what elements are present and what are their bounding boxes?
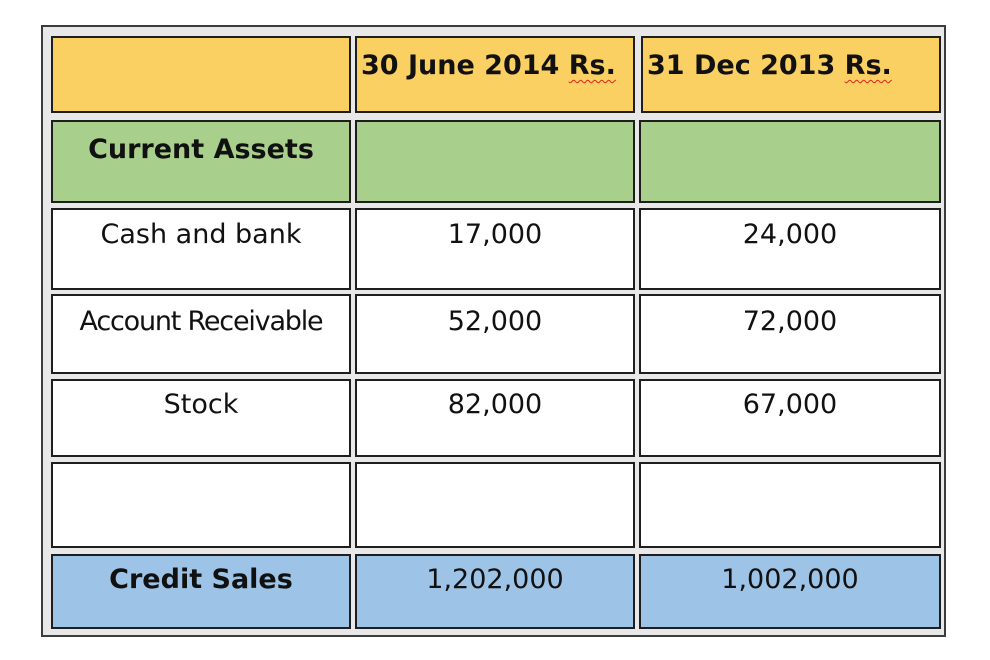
table-row-jun2014-cell: 17,000 bbox=[355, 208, 635, 290]
total-label: Credit Sales bbox=[109, 564, 293, 595]
header-dec2013-label: 31 Dec 2013 Rs. bbox=[647, 52, 939, 79]
total-dec2013-cell: 1,002,000 bbox=[639, 554, 941, 629]
total-jun2014-value: 1,202,000 bbox=[426, 564, 564, 595]
section-label: Current Assets bbox=[88, 134, 314, 165]
header-dec2013-cell: 31 Dec 2013 Rs. bbox=[641, 36, 941, 113]
row-dec2013-value: 24,000 bbox=[742, 219, 838, 250]
row-label: Account Receivable bbox=[79, 306, 324, 337]
financial-table: 30 June 2014 Rs. 31 Dec 2013 Rs. Current… bbox=[41, 25, 946, 637]
table-row-dec2013-cell bbox=[639, 462, 941, 548]
table-row-label-cell: Cash and bank bbox=[51, 208, 351, 290]
section-dec2013-cell bbox=[639, 120, 941, 203]
table-row-jun2014-cell bbox=[355, 462, 635, 548]
header-jun2014-label: 30 June 2014 Rs. bbox=[361, 52, 633, 79]
header-blank-cell bbox=[51, 36, 351, 113]
row-dec2013-value: 67,000 bbox=[742, 389, 838, 420]
table-row-jun2014-cell: 52,000 bbox=[355, 294, 635, 374]
row-jun2014-value: 82,000 bbox=[447, 389, 543, 420]
table-row-dec2013-cell: 24,000 bbox=[639, 208, 941, 290]
header-jun2014-date: 30 June 2014 bbox=[361, 50, 560, 81]
row-dec2013-value: 72,000 bbox=[742, 306, 838, 337]
row-label: Cash and bank bbox=[100, 219, 302, 250]
table-row-label-cell: Account Receivable bbox=[51, 294, 351, 374]
section-jun2014-cell bbox=[355, 120, 635, 203]
header-dec2013-unit: Rs. bbox=[844, 50, 892, 81]
header-jun2014-unit: Rs. bbox=[568, 50, 616, 81]
table-row-label-cell: Stock bbox=[51, 379, 351, 457]
section-label-cell: Current Assets bbox=[51, 120, 351, 203]
header-dec2013-date: 31 Dec 2013 bbox=[647, 50, 836, 81]
row-label: Stock bbox=[163, 389, 239, 420]
total-label-cell: Credit Sales bbox=[51, 554, 351, 629]
table-row-dec2013-cell: 67,000 bbox=[639, 379, 941, 457]
table-row-jun2014-cell: 82,000 bbox=[355, 379, 635, 457]
total-jun2014-cell: 1,202,000 bbox=[355, 554, 635, 629]
table-row-label-cell bbox=[51, 462, 351, 548]
row-jun2014-value: 17,000 bbox=[447, 219, 543, 250]
header-jun2014-cell: 30 June 2014 Rs. bbox=[355, 36, 635, 113]
total-dec2013-value: 1,002,000 bbox=[721, 564, 859, 595]
row-jun2014-value: 52,000 bbox=[447, 306, 543, 337]
table-row-dec2013-cell: 72,000 bbox=[639, 294, 941, 374]
